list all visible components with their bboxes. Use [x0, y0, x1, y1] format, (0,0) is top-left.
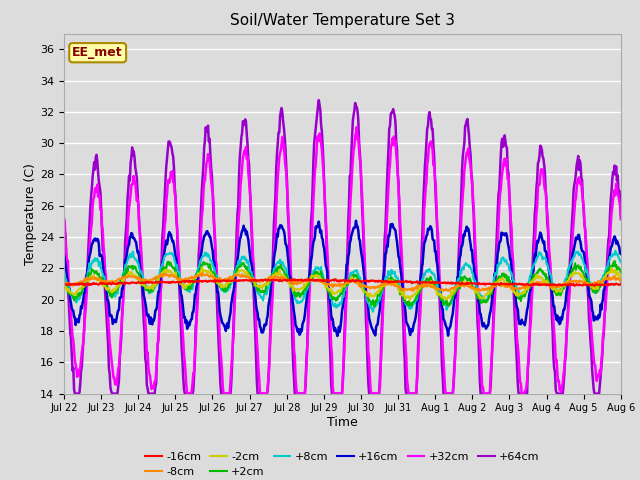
Y-axis label: Temperature (C): Temperature (C) [24, 163, 37, 264]
X-axis label: Time: Time [327, 416, 358, 429]
Legend: -16cm, -8cm, -2cm, +2cm, +8cm, +16cm, +32cm, +64cm: -16cm, -8cm, -2cm, +2cm, +8cm, +16cm, +3… [141, 447, 544, 480]
Title: Soil/Water Temperature Set 3: Soil/Water Temperature Set 3 [230, 13, 455, 28]
Text: EE_met: EE_met [72, 46, 123, 59]
